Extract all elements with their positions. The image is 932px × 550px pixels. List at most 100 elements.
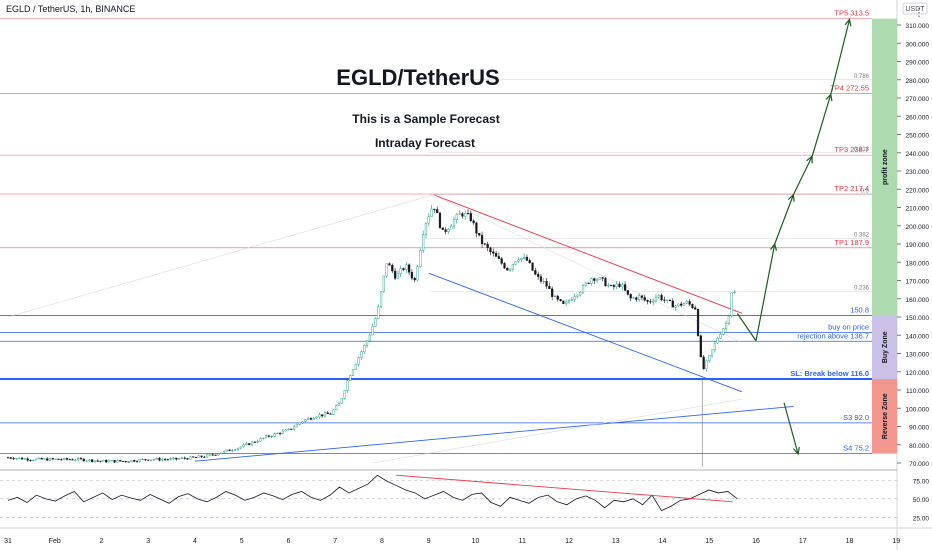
candle-body bbox=[281, 430, 284, 434]
candle-body bbox=[349, 375, 352, 381]
price-axis[interactable]: 70.000 80.000 90.000 100.000 110.000 120.000 1… bbox=[897, 23, 929, 468]
candle-body bbox=[239, 446, 242, 449]
candle-body bbox=[172, 457, 175, 459]
candle-body bbox=[236, 447, 240, 450]
candle-body bbox=[9, 457, 12, 459]
symbol-header: EGLD / TetherUS, 1h, BINANCE bbox=[6, 4, 136, 14]
candle-body bbox=[539, 276, 543, 282]
forecast-segment bbox=[811, 94, 832, 157]
candle-body bbox=[43, 458, 46, 460]
candle-body bbox=[337, 403, 341, 406]
candle-body bbox=[368, 334, 371, 342]
candle-body bbox=[416, 266, 419, 281]
fib-label: 0.618 bbox=[854, 147, 870, 153]
candle-body bbox=[559, 299, 562, 302]
candle-body bbox=[304, 419, 307, 422]
price-tick-label: 160.000 bbox=[906, 297, 930, 304]
candle-body bbox=[691, 304, 694, 308]
price-tick-label: 280.000 bbox=[906, 78, 930, 85]
dots-icon[interactable]: ⋮ bbox=[913, 6, 925, 19]
candle-body bbox=[29, 459, 32, 461]
candle-body bbox=[492, 251, 495, 254]
time-tick-label: 18 bbox=[846, 538, 854, 545]
candle-body bbox=[517, 259, 520, 262]
candle-body bbox=[197, 455, 200, 458]
candle-body bbox=[427, 216, 430, 224]
candle-body bbox=[96, 460, 99, 462]
candle-body bbox=[250, 441, 254, 446]
candle-body bbox=[430, 208, 433, 217]
candle-body bbox=[584, 282, 587, 286]
candle-body bbox=[405, 264, 408, 270]
price-tick-label: 100.000 bbox=[906, 406, 930, 413]
candle-body bbox=[147, 459, 150, 461]
time-axis[interactable]: 31 Feb 2 3 4 5 6 7 8 9 10 11 12 13 14 15 16 17 18 19 bbox=[4, 538, 900, 545]
price-tick-label: 120.000 bbox=[906, 370, 930, 377]
faint-trendline bbox=[372, 398, 743, 464]
candle-body bbox=[267, 435, 270, 437]
candle-body bbox=[391, 265, 394, 272]
price-tick-label: 200.000 bbox=[906, 224, 930, 231]
candle-body bbox=[186, 458, 189, 460]
candle-body bbox=[54, 458, 57, 460]
candle-body bbox=[663, 299, 666, 301]
oscillator-line bbox=[7, 474, 738, 512]
price-tick-label: 310.000 bbox=[906, 23, 930, 30]
candle-body bbox=[32, 459, 35, 461]
time-tick-label: 14 bbox=[659, 538, 667, 545]
candle-body bbox=[433, 208, 436, 210]
candle-body bbox=[74, 459, 77, 461]
candle-body bbox=[270, 436, 273, 438]
candle-body bbox=[722, 328, 725, 335]
candle-body bbox=[466, 213, 470, 215]
candle-body bbox=[127, 461, 130, 463]
time-tick-label: 15 bbox=[705, 538, 713, 545]
candle-body bbox=[422, 234, 425, 251]
price-tick-label: 250.000 bbox=[906, 133, 930, 140]
candle-body bbox=[497, 256, 500, 259]
candle-body bbox=[455, 214, 458, 221]
candle-body bbox=[121, 460, 125, 462]
candle-body bbox=[579, 291, 582, 296]
candle-body bbox=[402, 268, 405, 270]
time-tick-label: 6 bbox=[287, 538, 291, 545]
candle-body bbox=[206, 454, 209, 458]
candle-body bbox=[138, 459, 141, 462]
candle-body bbox=[438, 212, 442, 228]
candle-body bbox=[702, 356, 705, 370]
price-tick-label: 130.000 bbox=[906, 352, 930, 359]
candle-body bbox=[264, 435, 268, 439]
candle-body bbox=[178, 458, 181, 460]
candle-body bbox=[360, 351, 363, 358]
currency-badge[interactable] bbox=[902, 2, 928, 15]
candle-body bbox=[208, 454, 212, 456]
oscillator-pane: 25.00 50.00 75.00 bbox=[0, 474, 929, 522]
candle-body bbox=[688, 301, 691, 305]
candle-body bbox=[318, 414, 321, 418]
candle-body bbox=[321, 414, 324, 417]
candle-body bbox=[166, 459, 169, 461]
candle-body bbox=[724, 323, 728, 329]
candle-body bbox=[464, 213, 467, 217]
candle-body bbox=[124, 461, 127, 463]
candle-body bbox=[593, 278, 596, 281]
candles-layer bbox=[6, 205, 736, 464]
candle-body bbox=[228, 449, 231, 452]
candle-body bbox=[18, 457, 21, 459]
candle-body bbox=[458, 213, 461, 215]
candle-body bbox=[646, 299, 649, 302]
candle-body bbox=[309, 418, 313, 420]
candle-body bbox=[677, 303, 680, 307]
candle-body bbox=[615, 283, 618, 287]
candle-body bbox=[500, 258, 503, 264]
forecast-layer bbox=[736, 18, 852, 456]
candle-body bbox=[542, 281, 545, 283]
candle-body bbox=[152, 459, 155, 461]
candle-body bbox=[508, 268, 512, 271]
candle-body bbox=[716, 337, 719, 344]
candle-body bbox=[354, 364, 357, 370]
candle-body bbox=[323, 412, 327, 417]
candle-body bbox=[710, 349, 714, 356]
forecast-segment bbox=[792, 156, 813, 195]
